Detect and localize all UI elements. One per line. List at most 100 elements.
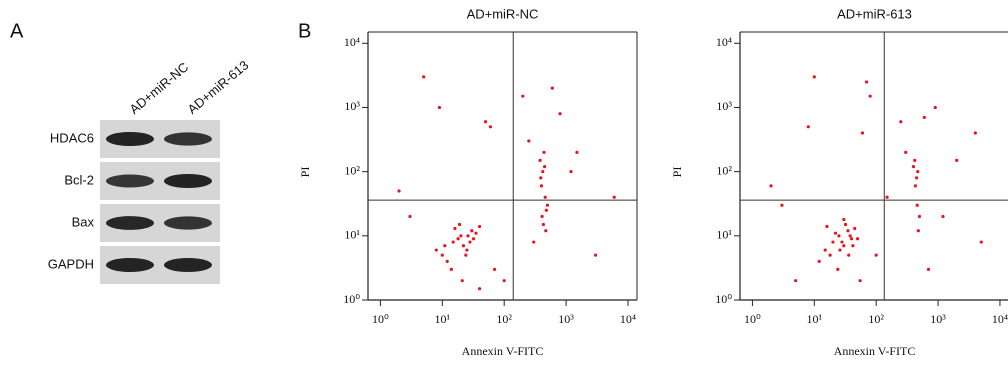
row-label: GAPDH xyxy=(48,256,94,271)
row-label: HDAC6 xyxy=(50,130,94,145)
event-dot xyxy=(912,165,915,168)
event-dot xyxy=(484,120,487,123)
y-tick-label: 10⁰ xyxy=(715,292,732,306)
event-dot xyxy=(831,240,834,243)
event-dot xyxy=(539,176,542,179)
event-dot xyxy=(443,244,446,247)
event-dot xyxy=(849,234,852,237)
event-dot xyxy=(836,268,839,271)
event-dot xyxy=(861,131,864,134)
band xyxy=(106,175,154,188)
event-dot xyxy=(853,227,856,230)
event-dot xyxy=(461,279,464,282)
event-dot xyxy=(913,159,916,162)
column-label: AD+miR-613 xyxy=(184,57,251,117)
event-dot xyxy=(542,223,545,226)
event-dot xyxy=(914,184,917,187)
band xyxy=(164,132,212,145)
event-dot xyxy=(532,240,535,243)
event-dot xyxy=(904,151,907,154)
panel-label: A xyxy=(10,20,24,42)
event-dot xyxy=(468,240,471,243)
x-tick-label: 10³ xyxy=(558,312,574,326)
event-dot xyxy=(397,189,400,192)
event-dot xyxy=(859,279,862,282)
x-tick-label: 10¹ xyxy=(434,312,450,326)
event-dot xyxy=(545,209,548,212)
band xyxy=(106,132,154,146)
event-dot xyxy=(478,287,481,290)
event-dot xyxy=(875,254,878,257)
column-label: AD+miR-NC xyxy=(126,59,191,117)
event-dot xyxy=(541,215,544,218)
band xyxy=(164,174,212,188)
event-dot xyxy=(918,215,921,218)
event-dot xyxy=(569,170,572,173)
event-dot xyxy=(540,184,543,187)
event-dot xyxy=(458,223,461,226)
event-dot xyxy=(850,237,853,240)
event-dot xyxy=(493,268,496,271)
event-dot xyxy=(838,248,841,251)
event-dot xyxy=(435,248,438,251)
event-dot xyxy=(478,225,481,228)
row-label: Bcl-2 xyxy=(64,172,94,187)
panel-label: B xyxy=(298,20,311,42)
event-dot xyxy=(837,234,840,237)
event-dot xyxy=(829,254,832,257)
event-dot xyxy=(846,229,849,232)
event-dot xyxy=(813,75,816,78)
event-dot xyxy=(955,159,958,162)
event-dot xyxy=(546,204,549,207)
event-dot xyxy=(856,237,859,240)
event-dot xyxy=(542,151,545,154)
event-dot xyxy=(818,260,821,263)
event-dot xyxy=(541,170,544,173)
event-dot xyxy=(538,159,541,162)
event-dot xyxy=(927,268,930,271)
band xyxy=(164,216,212,229)
band xyxy=(106,216,154,230)
event-dot xyxy=(446,260,449,263)
event-dot xyxy=(934,106,937,109)
y-tick-label: 10¹ xyxy=(716,228,732,242)
event-dot xyxy=(457,237,460,240)
event-dot xyxy=(851,244,854,247)
y-tick-label: 10² xyxy=(716,163,732,177)
x-tick-label: 10⁰ xyxy=(372,312,389,326)
event-dot xyxy=(438,106,441,109)
event-dot xyxy=(441,254,444,257)
event-dot xyxy=(466,234,469,237)
x-axis-label: Annexin V-FITC xyxy=(834,344,916,358)
x-tick-label: 10² xyxy=(496,312,512,326)
event-dot xyxy=(543,165,546,168)
y-tick-label: 10⁴ xyxy=(344,35,360,49)
x-axis-label: Annexin V-FITC xyxy=(462,344,544,358)
event-dot xyxy=(769,184,772,187)
event-dot xyxy=(551,87,554,90)
event-dot xyxy=(489,125,492,128)
y-tick-label: 10⁰ xyxy=(343,292,360,306)
event-dot xyxy=(450,268,453,271)
y-axis-label: PI xyxy=(670,167,684,178)
x-tick-label: 10⁴ xyxy=(992,312,1008,326)
y-axis-label: PI xyxy=(298,167,312,178)
event-dot xyxy=(544,196,547,199)
band xyxy=(106,258,154,272)
y-tick-label: 10³ xyxy=(344,99,360,113)
event-dot xyxy=(503,279,506,282)
event-dot xyxy=(408,215,411,218)
event-dot xyxy=(613,196,616,199)
event-dot xyxy=(847,254,850,257)
event-dot xyxy=(923,116,926,119)
event-dot xyxy=(869,95,872,98)
event-dot xyxy=(824,248,827,251)
event-dot xyxy=(834,232,837,235)
figure: A B HDAC6Bcl-2BaxGAPDHAD+miR-NCAD+miR-61… xyxy=(0,0,1008,365)
event-dot xyxy=(844,223,847,226)
event-dot xyxy=(470,229,473,232)
x-tick-label: 10¹ xyxy=(806,312,822,326)
band xyxy=(164,258,212,272)
event-dot xyxy=(980,240,983,243)
